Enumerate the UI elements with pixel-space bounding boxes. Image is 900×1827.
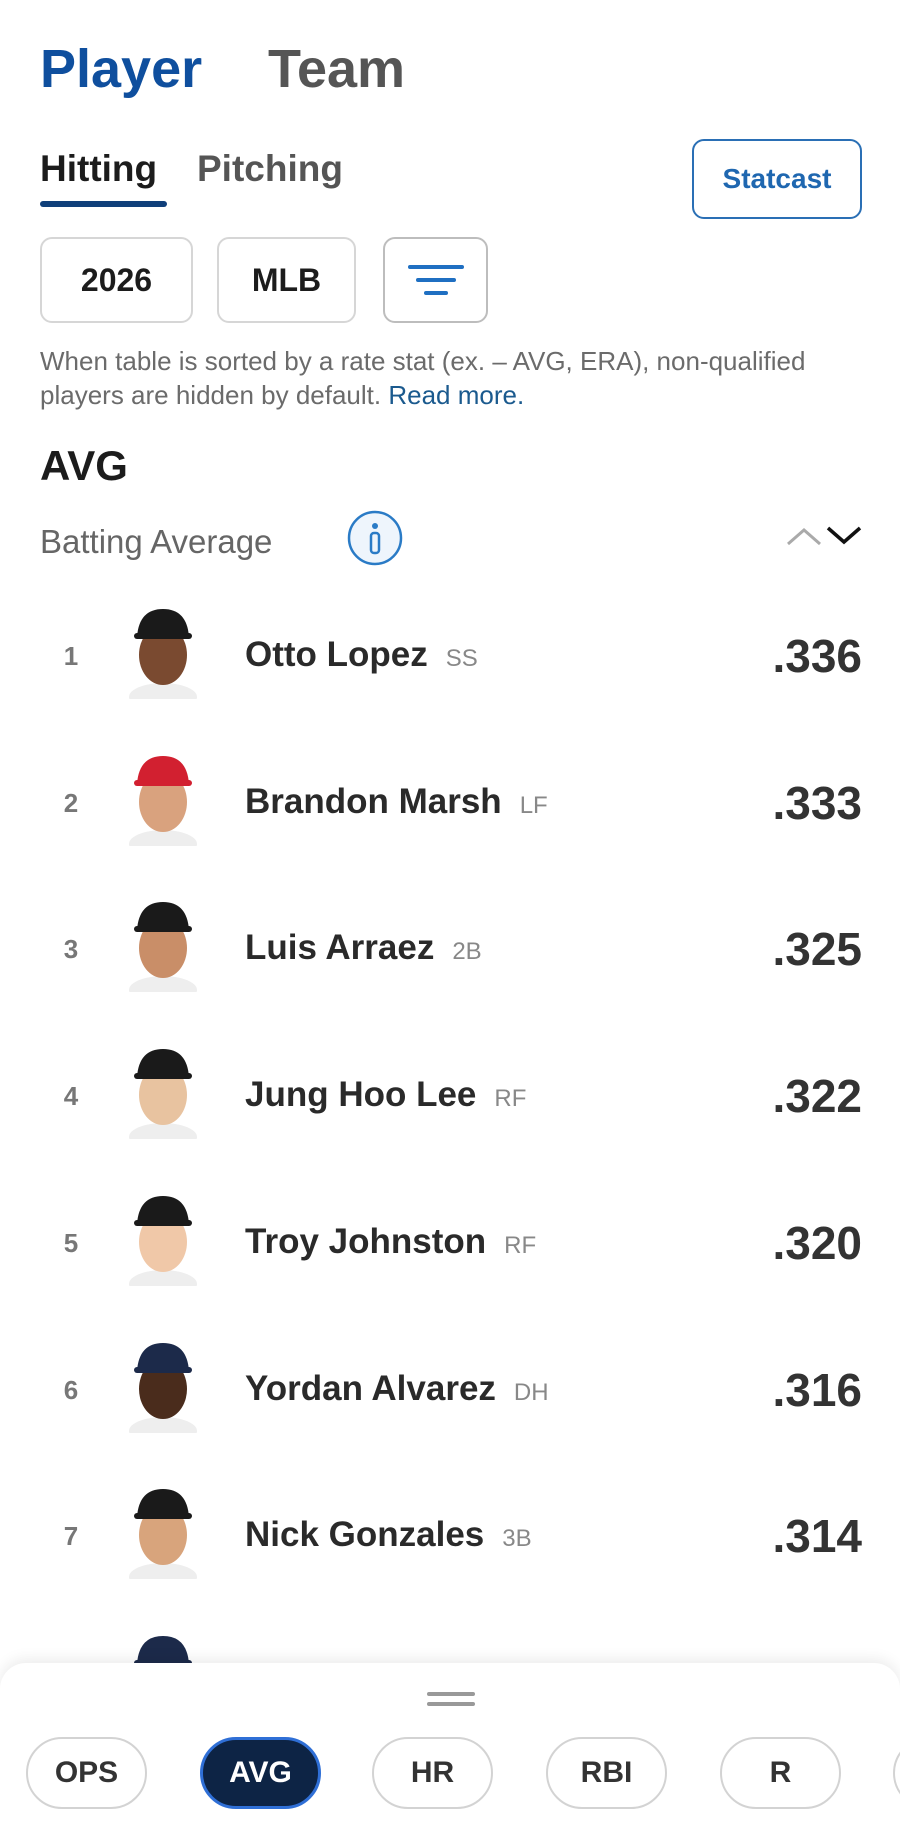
headshot: [129, 609, 197, 699]
rank: 4: [63, 1081, 79, 1112]
pitching-tab[interactable]: Pitching: [197, 148, 343, 189]
player-tab[interactable]: Player: [40, 39, 203, 99]
read-more-link[interactable]: Read more.: [388, 380, 525, 410]
player-name: Otto Lopez SS: [245, 635, 478, 675]
headshot: [129, 755, 197, 846]
rank: 1: [63, 641, 79, 671]
tab-underline: [40, 201, 167, 207]
name-text: Yordan Alvarez: [245, 1368, 496, 1408]
position: 2B: [452, 938, 482, 966]
stat-value: .320: [772, 1216, 862, 1269]
player-row[interactable]: 3 Luis Arraez 2B .325: [0, 876, 900, 1022]
handle: [427, 1702, 475, 1706]
stat-value: .314: [772, 1510, 862, 1563]
player-name: Yordan Alvarez DH: [245, 1369, 549, 1409]
name-text: Nick Gonzales: [245, 1515, 485, 1555]
season-filter[interactable]: 2026: [40, 237, 193, 323]
filter-button[interactable]: [383, 237, 488, 323]
player-name: Brandon Marsh LF: [245, 782, 548, 822]
name-text: Luis Arraez: [245, 928, 435, 968]
position: SS: [445, 645, 478, 672]
filter-icon: [407, 265, 464, 295]
name-text: Otto Lopez: [245, 635, 428, 674]
headshot: [129, 902, 197, 993]
stat-value: .325: [772, 923, 862, 976]
headshot: [129, 1049, 197, 1140]
name-text: Troy Johnston: [245, 1221, 487, 1261]
name-text: Brandon Marsh: [245, 781, 502, 821]
stat-pill[interactable]: RBI: [546, 1737, 667, 1809]
position: DH: [513, 1378, 549, 1406]
position: RF: [494, 1085, 527, 1113]
stat-pill[interactable]: HR: [372, 1737, 493, 1809]
handle: [427, 1692, 475, 1696]
player-row[interactable]: 7 Nick Gonzales 3B .314: [0, 1463, 900, 1609]
stat-value: .333: [772, 776, 862, 829]
rank: 7: [63, 1521, 79, 1552]
position: 3B: [502, 1525, 532, 1553]
player-row[interactable]: 2 Brandon Marsh LF .333: [0, 730, 900, 876]
player-name: Luis Arraez 2B: [245, 928, 482, 968]
player-name: Troy Johnston RF: [245, 1222, 536, 1262]
note-text: When table is sorted by a rate stat (ex.…: [40, 346, 806, 410]
player-row[interactable]: 1 Otto Lopez SS .336: [0, 583, 900, 729]
player-row[interactable]: 6 Yordan Alvarez DH .316: [0, 1317, 900, 1463]
sort-toggle[interactable]: [784, 520, 864, 550]
stat-pill[interactable]: AVG: [200, 1737, 321, 1809]
stat-pill-partial[interactable]: [893, 1737, 900, 1809]
stat-value: .322: [772, 1070, 862, 1123]
stat-abbr: AVG: [40, 442, 128, 489]
stat-pill[interactable]: R: [720, 1737, 841, 1809]
stat-name: Batting Average: [40, 523, 273, 560]
info-icon[interactable]: [346, 509, 404, 567]
position: RF: [504, 1231, 537, 1259]
player-row[interactable]: 5 Troy Johnston RF .320: [0, 1170, 900, 1316]
rank: 6: [63, 1374, 79, 1405]
position: LF: [519, 791, 548, 819]
rank: 2: [63, 787, 79, 818]
stat-pill[interactable]: OPS: [26, 1737, 147, 1809]
headshot: [129, 1489, 197, 1580]
stat-value: .336: [772, 630, 862, 682]
note: When table is sorted by a rate stat (ex.…: [40, 344, 840, 412]
rank: 3: [63, 934, 79, 965]
rank: 5: [63, 1227, 79, 1258]
headshot: [129, 1342, 197, 1433]
bottom-sheet: OPS AVG HR RBI R: [0, 1663, 900, 1827]
hitting-tab[interactable]: Hitting: [40, 148, 158, 189]
headshot: [129, 1195, 197, 1286]
team-tab[interactable]: Team: [268, 39, 406, 99]
name-text: Jung Hoo Lee: [245, 1075, 477, 1115]
stat-value: .316: [772, 1363, 862, 1416]
statcast-button[interactable]: Statcast: [692, 139, 862, 219]
player-row[interactable]: 4 Jung Hoo Lee RF .322: [0, 1023, 900, 1169]
league-filter[interactable]: MLB: [217, 237, 356, 323]
player-name: Nick Gonzales 3B: [245, 1515, 532, 1555]
player-name: Jung Hoo Lee RF: [245, 1075, 526, 1115]
